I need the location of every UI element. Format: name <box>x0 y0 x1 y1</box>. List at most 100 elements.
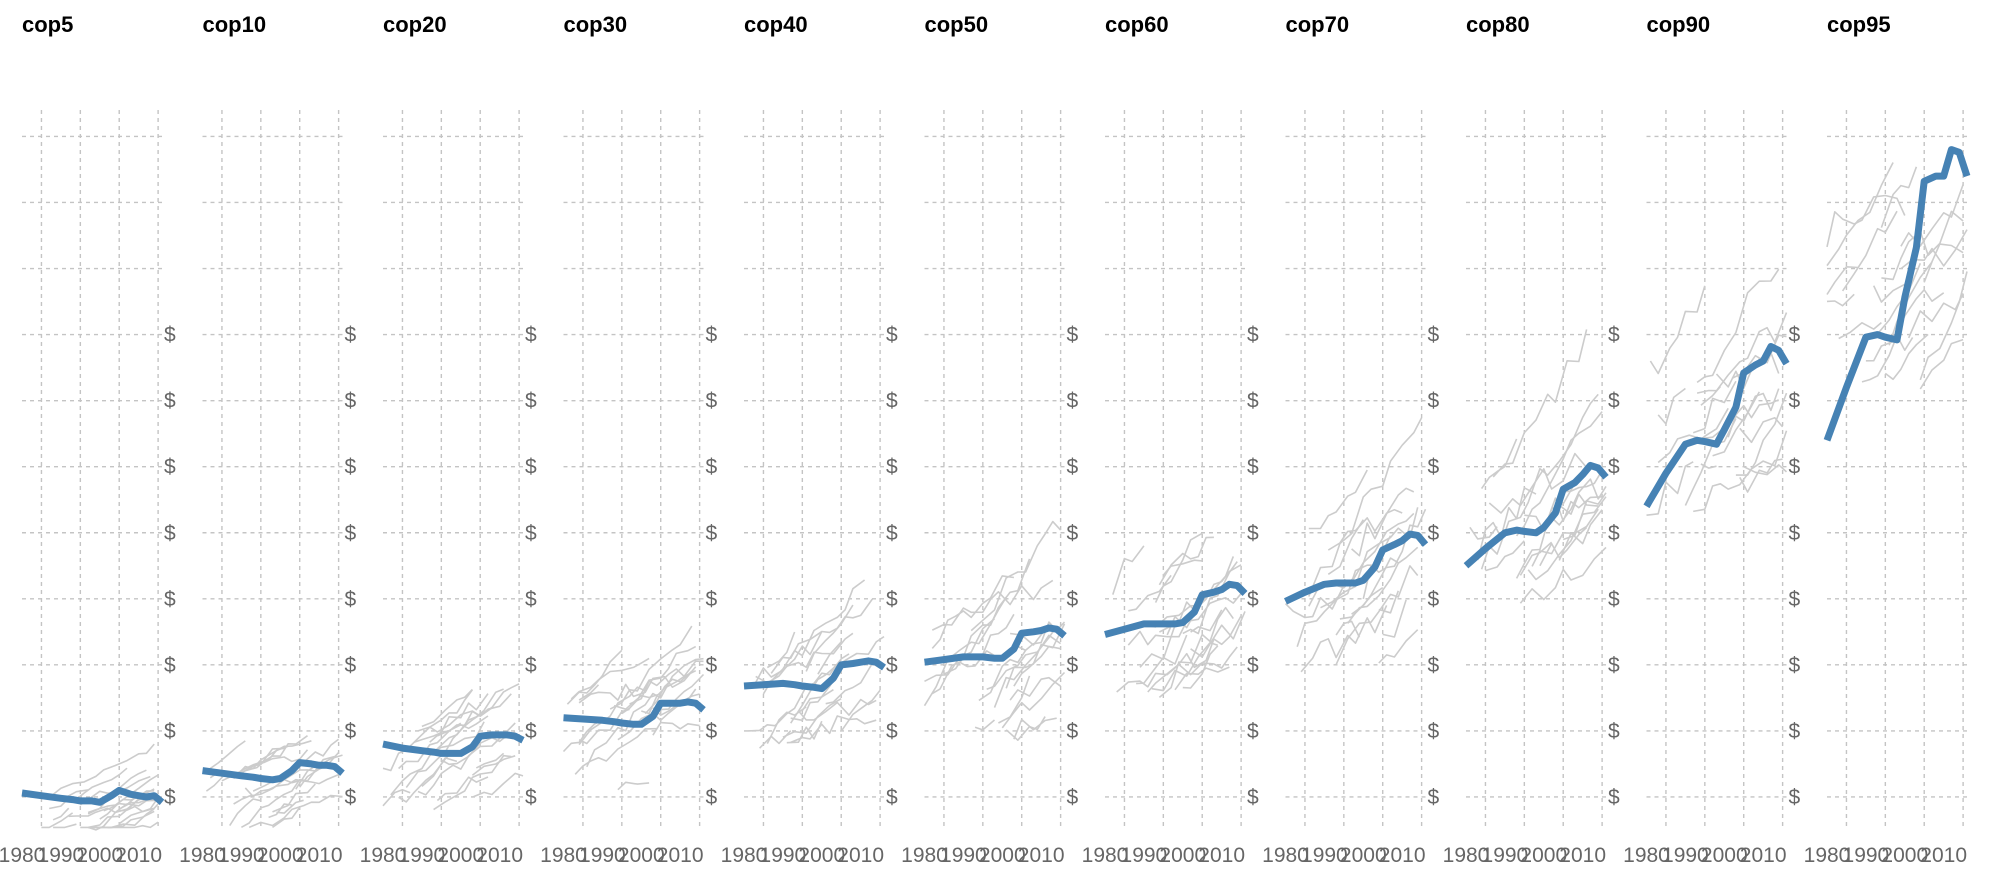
x-tick-label: 1990 <box>1482 844 1529 867</box>
y-tick-label: $ <box>164 720 176 743</box>
y-tick-label: $ <box>1428 588 1440 611</box>
background-series-line <box>1182 645 1219 689</box>
background-series-line <box>993 634 1062 708</box>
y-tick-label: $ <box>525 390 537 413</box>
background-series-line <box>790 715 877 744</box>
background-series-line <box>1826 194 1906 248</box>
background-series-line <box>1515 482 1576 579</box>
x-tick-label: 1980 <box>1804 844 1851 867</box>
background-series-line <box>1919 271 1968 381</box>
x-tick-label: 2010 <box>1198 844 1245 867</box>
y-tick-label: $ <box>1247 720 1259 743</box>
y-tick-label: $ <box>525 324 537 347</box>
x-tick-label: 2010 <box>296 844 343 867</box>
x-tick-label: 1980 <box>179 844 226 867</box>
background-series-line <box>1861 334 1914 383</box>
background-series-line <box>252 747 285 767</box>
y-tick-label: $ <box>164 456 176 479</box>
y-tick-label: $ <box>525 588 537 611</box>
x-tick-label: 1990 <box>579 844 626 867</box>
x-tick-label: 1980 <box>721 844 768 867</box>
y-tick-label: $ <box>1789 588 1801 611</box>
background-series-line <box>755 632 854 684</box>
y-tick-label: $ <box>1608 522 1620 545</box>
highlight-series-line <box>202 759 345 784</box>
background-series-line <box>1147 615 1242 693</box>
background-series-line <box>1139 624 1176 668</box>
background-series-line <box>1923 243 1964 283</box>
background-series-line <box>652 693 700 717</box>
background-series-line <box>1696 312 1788 394</box>
y-tick-label: $ <box>1789 786 1801 809</box>
y-tick-label: $ <box>1608 654 1620 677</box>
background-series-line <box>1001 671 1066 729</box>
y-tick-label: $ <box>1789 522 1801 545</box>
background-series-line <box>578 708 630 745</box>
y-tick-label: $ <box>1247 654 1259 677</box>
x-tick-label: 2000 <box>979 844 1026 867</box>
y-tick-label: $ <box>525 456 537 479</box>
background-series-line <box>299 751 340 788</box>
background-series-line <box>986 625 1058 691</box>
background-series-line <box>1378 629 1419 664</box>
background-series-line <box>1013 717 1057 740</box>
background-series-line <box>562 719 603 753</box>
y-tick-label: $ <box>706 456 718 479</box>
background-series-line <box>1531 508 1599 567</box>
y-tick-label: $ <box>1428 654 1440 677</box>
background-series-line <box>1335 565 1419 666</box>
y-tick-label: $ <box>1608 720 1620 743</box>
x-tick-label: 2000 <box>1159 844 1206 867</box>
x-tick-label: 2000 <box>257 844 304 867</box>
y-tick-label: $ <box>345 720 357 743</box>
highlight-series-line <box>1823 146 1971 442</box>
panel-title: cop60 <box>1105 12 1169 37</box>
background-series-line <box>1158 536 1214 586</box>
y-tick-label: $ <box>1067 588 1079 611</box>
background-series-line <box>1519 546 1607 604</box>
background-series-line <box>1712 391 1761 457</box>
background-series-line <box>1919 338 1964 390</box>
y-tick-label: $ <box>1247 456 1259 479</box>
panel-title: cop30 <box>564 12 628 37</box>
y-tick-label: $ <box>1428 456 1440 479</box>
y-tick-label: $ <box>525 786 537 809</box>
y-tick-label: $ <box>886 522 898 545</box>
background-series-line <box>786 720 823 744</box>
x-tick-label: 2010 <box>1559 844 1606 867</box>
y-tick-label: $ <box>1067 324 1079 347</box>
background-series-line <box>1154 532 1203 603</box>
panel-title: cop80 <box>1466 12 1530 37</box>
y-tick-label: $ <box>164 522 176 545</box>
background-series-line <box>801 689 834 712</box>
background-series-line <box>1841 210 1898 292</box>
panel-title: cop5 <box>22 12 73 37</box>
y-tick-label: $ <box>1428 390 1440 413</box>
background-series-line <box>1838 321 1882 340</box>
background-series-line <box>1480 438 1518 490</box>
x-tick-label: 2000 <box>1701 844 1748 867</box>
background-series-line <box>1492 329 1588 478</box>
x-tick-label: 2010 <box>1018 844 1065 867</box>
background-series-line <box>233 778 300 805</box>
background-series-line <box>1519 541 1553 576</box>
y-tick-label: $ <box>886 720 898 743</box>
x-tick-label: 2000 <box>76 844 123 867</box>
background-series-line <box>747 653 850 732</box>
x-tick-label: 1980 <box>1443 844 1490 867</box>
background-series-line <box>1743 463 1788 476</box>
background-series-line <box>41 812 74 829</box>
y-tick-label: $ <box>886 588 898 611</box>
background-series-line <box>405 683 520 788</box>
background-series-line <box>1151 641 1219 692</box>
y-tick-label: $ <box>1608 324 1620 347</box>
background-series-line <box>782 698 842 738</box>
background-series-line <box>1826 162 1894 267</box>
background-series-line <box>48 743 155 799</box>
